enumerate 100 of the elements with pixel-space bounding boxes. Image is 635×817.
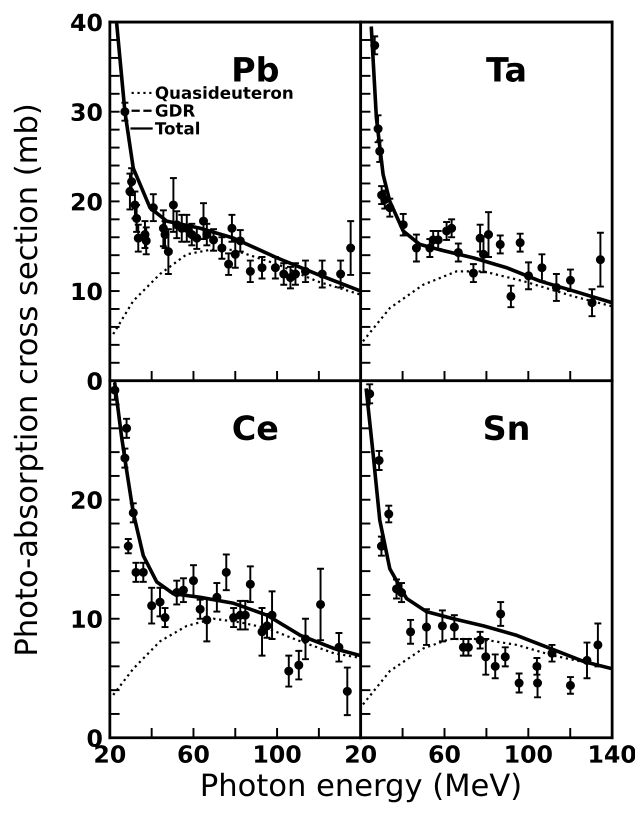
point: [514, 678, 524, 688]
point: [224, 260, 234, 269]
point: [134, 234, 143, 243]
point: [346, 244, 356, 253]
point: [262, 621, 272, 630]
point: [258, 263, 267, 272]
point: [284, 666, 294, 676]
point: [230, 250, 240, 259]
point: [336, 270, 346, 279]
point: [279, 270, 288, 279]
point: [122, 424, 132, 433]
y-tick-label: 0: [88, 372, 102, 390]
point: [300, 266, 310, 276]
point: [196, 604, 205, 614]
y-tick-label: 20: [72, 192, 102, 211]
point: [148, 203, 158, 212]
point: [212, 592, 222, 602]
point: [156, 598, 165, 607]
x-tick-label: 20: [346, 745, 376, 763]
point: [438, 621, 447, 630]
point: [422, 622, 431, 632]
legend-label: Total: [154, 122, 200, 135]
point: [290, 270, 300, 279]
point: [384, 510, 394, 519]
point: [552, 282, 561, 292]
point: [246, 580, 255, 589]
point: [374, 456, 384, 465]
x-tick-label: 60: [178, 745, 209, 763]
point: [533, 678, 542, 688]
point: [294, 660, 304, 670]
point: [596, 255, 605, 264]
y-tick-label: 20: [72, 491, 102, 510]
point: [447, 224, 456, 233]
point: [142, 236, 151, 246]
point: [160, 613, 170, 622]
point: [131, 568, 140, 577]
point: [258, 627, 267, 636]
point: [375, 146, 384, 156]
text: Sn: [485, 415, 528, 440]
point: [318, 270, 327, 279]
point: [229, 613, 238, 622]
point: [334, 642, 344, 652]
point: [484, 230, 494, 240]
point: [168, 200, 178, 210]
text: Pb: [234, 56, 278, 82]
point: [425, 244, 434, 253]
point: [236, 236, 245, 246]
point: [342, 686, 352, 696]
y-tick-label: 10: [72, 610, 102, 628]
point: [270, 263, 280, 272]
point: [227, 224, 236, 233]
point: [374, 124, 383, 134]
point: [300, 634, 310, 644]
point: [192, 234, 202, 243]
point: [178, 586, 188, 595]
point: [593, 640, 602, 650]
annotation: GDR: [156, 104, 195, 117]
point: [246, 266, 255, 276]
point: [496, 609, 506, 618]
point: [468, 268, 478, 278]
point: [217, 244, 226, 253]
point: [202, 615, 212, 624]
text: Ta: [486, 57, 524, 82]
point: [188, 576, 198, 586]
point: [124, 542, 133, 551]
y-tick-label: 10: [72, 282, 102, 300]
point: [370, 40, 380, 50]
point: [147, 601, 156, 610]
point: [385, 203, 394, 212]
point: [454, 248, 463, 258]
point: [128, 508, 138, 518]
point: [524, 271, 534, 280]
point: [450, 622, 459, 632]
point: [566, 276, 575, 285]
y-tick-label: 40: [71, 14, 102, 32]
y-tick-label: 0: [88, 729, 102, 748]
point: [397, 588, 406, 598]
x-tick-label: 100: [506, 745, 552, 763]
point: [588, 298, 597, 308]
text: Ce: [233, 415, 278, 440]
point: [268, 610, 277, 620]
point: [481, 652, 490, 662]
point: [500, 652, 510, 662]
x-tick-label: 60: [430, 745, 460, 763]
point: [476, 636, 485, 645]
point: [127, 177, 136, 186]
point: [566, 680, 575, 690]
point: [209, 235, 218, 244]
point: [138, 568, 148, 577]
point: [406, 627, 416, 636]
point: [582, 656, 592, 665]
y-axis-title: Photo-absorption cross section (mb): [14, 106, 44, 654]
y-tick-label: 30: [72, 103, 102, 122]
point: [537, 263, 546, 272]
point: [506, 292, 516, 301]
point: [316, 600, 326, 609]
point: [516, 238, 525, 248]
point: [547, 648, 557, 658]
point: [496, 240, 505, 249]
point: [120, 107, 130, 116]
